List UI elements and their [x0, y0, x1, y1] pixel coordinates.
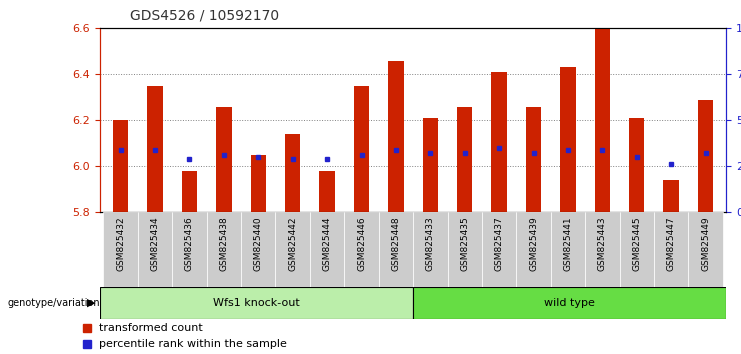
Text: GSM825433: GSM825433 — [426, 216, 435, 271]
Bar — [663, 180, 679, 212]
Bar — [285, 134, 300, 212]
Text: GSM825446: GSM825446 — [357, 216, 366, 271]
Bar — [629, 118, 645, 212]
FancyBboxPatch shape — [585, 212, 619, 289]
Text: GSM825437: GSM825437 — [494, 216, 504, 271]
Bar — [698, 100, 714, 212]
Text: ▶: ▶ — [87, 298, 96, 308]
Bar — [147, 86, 163, 212]
FancyBboxPatch shape — [551, 212, 585, 289]
Bar — [560, 68, 576, 212]
Bar — [526, 107, 541, 212]
FancyBboxPatch shape — [207, 212, 241, 289]
Text: GSM825436: GSM825436 — [185, 216, 194, 271]
Bar — [353, 86, 369, 212]
FancyBboxPatch shape — [516, 212, 551, 289]
Text: GSM825449: GSM825449 — [701, 216, 710, 271]
Text: GSM825442: GSM825442 — [288, 216, 297, 271]
FancyBboxPatch shape — [379, 212, 413, 289]
FancyBboxPatch shape — [482, 212, 516, 289]
Text: GSM825434: GSM825434 — [150, 216, 159, 271]
FancyBboxPatch shape — [100, 287, 413, 319]
Text: transformed count: transformed count — [99, 323, 203, 333]
Bar — [457, 107, 473, 212]
Text: GSM825444: GSM825444 — [322, 216, 332, 271]
FancyBboxPatch shape — [413, 287, 726, 319]
FancyBboxPatch shape — [654, 212, 688, 289]
Text: GSM825448: GSM825448 — [391, 216, 400, 271]
FancyBboxPatch shape — [310, 212, 345, 289]
Text: GSM825445: GSM825445 — [632, 216, 641, 271]
FancyBboxPatch shape — [619, 212, 654, 289]
Text: percentile rank within the sample: percentile rank within the sample — [99, 339, 288, 349]
FancyBboxPatch shape — [241, 212, 276, 289]
Text: genotype/variation: genotype/variation — [7, 298, 100, 308]
Bar — [491, 72, 507, 212]
FancyBboxPatch shape — [104, 212, 138, 289]
Bar — [113, 120, 128, 212]
Text: GSM825439: GSM825439 — [529, 216, 538, 271]
FancyBboxPatch shape — [172, 212, 207, 289]
Text: GSM825440: GSM825440 — [253, 216, 263, 271]
FancyBboxPatch shape — [688, 212, 722, 289]
Bar — [594, 28, 610, 212]
Bar — [388, 61, 404, 212]
Bar — [250, 155, 266, 212]
Text: GSM825447: GSM825447 — [667, 216, 676, 271]
FancyBboxPatch shape — [448, 212, 482, 289]
FancyBboxPatch shape — [138, 212, 172, 289]
Text: wild type: wild type — [544, 298, 595, 308]
Bar — [319, 171, 335, 212]
Text: GSM825432: GSM825432 — [116, 216, 125, 271]
Bar — [422, 118, 438, 212]
Text: GSM825435: GSM825435 — [460, 216, 469, 271]
Text: GSM825441: GSM825441 — [563, 216, 573, 271]
FancyBboxPatch shape — [345, 212, 379, 289]
FancyBboxPatch shape — [276, 212, 310, 289]
Text: GSM825443: GSM825443 — [598, 216, 607, 271]
Text: Wfs1 knock-out: Wfs1 knock-out — [213, 298, 300, 308]
FancyBboxPatch shape — [413, 212, 448, 289]
Text: GSM825438: GSM825438 — [219, 216, 228, 271]
Bar — [216, 107, 232, 212]
Bar — [182, 171, 197, 212]
Text: GDS4526 / 10592170: GDS4526 / 10592170 — [130, 9, 279, 23]
